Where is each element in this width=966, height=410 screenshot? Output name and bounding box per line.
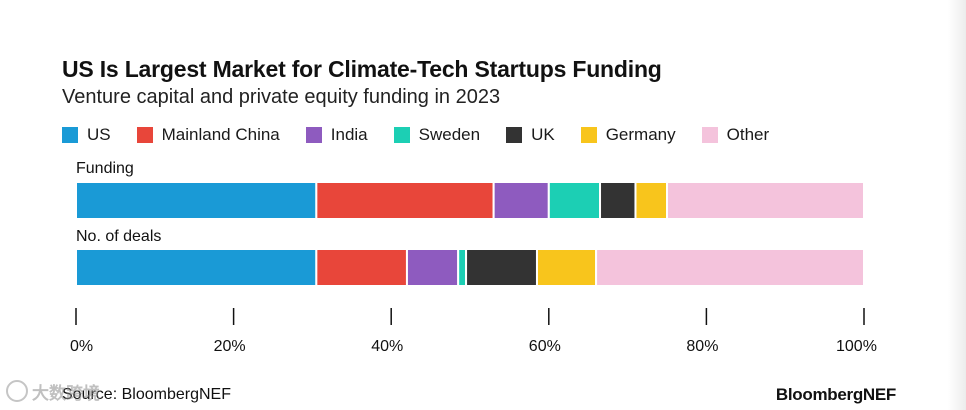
row-label-funding: Funding bbox=[76, 160, 134, 177]
source-note: Source: BloombergNEF bbox=[62, 386, 231, 403]
x-tick-label: 0% bbox=[70, 338, 93, 355]
page-edge-shadow bbox=[948, 0, 966, 410]
legend-swatch bbox=[506, 127, 523, 143]
legend-item-other: Other bbox=[701, 125, 770, 145]
chart-title: US Is Largest Market for Climate-Tech St… bbox=[62, 56, 662, 82]
x-tick-label: 40% bbox=[371, 338, 403, 355]
legend-swatch bbox=[305, 127, 322, 143]
legend-swatch bbox=[580, 127, 597, 143]
legend-item-uk: UK bbox=[506, 125, 555, 145]
bar-no-of-deals-us bbox=[75, 248, 318, 287]
chart-legend: US Mainland China India Sweden UK Germany Othe… bbox=[62, 124, 795, 146]
bar-funding-uk bbox=[599, 181, 637, 220]
bar-funding-mainland-china bbox=[315, 181, 495, 220]
bar-funding-other bbox=[666, 181, 865, 220]
bar-no-of-deals-mainland-china bbox=[315, 248, 408, 287]
legend-label: Mainland China bbox=[161, 125, 280, 144]
x-tick-label: 100% bbox=[836, 338, 877, 355]
watermark: 大数跨境 bbox=[0, 376, 150, 406]
x-tick-label: 60% bbox=[529, 338, 561, 355]
legend-label: Germany bbox=[605, 125, 676, 144]
legend-label: Sweden bbox=[418, 125, 481, 144]
bar-funding-germany bbox=[634, 181, 668, 220]
watermark-icon bbox=[6, 380, 28, 402]
bar-no-of-deals-india bbox=[405, 248, 460, 287]
legend-label: UK bbox=[531, 125, 555, 144]
watermark-text: 大数跨境 bbox=[32, 383, 100, 403]
legend-label: India bbox=[330, 125, 368, 144]
legend-swatch bbox=[62, 127, 78, 143]
bar-funding-us bbox=[75, 181, 318, 220]
chart-subtitle: Venture capital and private equity fundi… bbox=[62, 86, 501, 108]
legend-swatch bbox=[701, 127, 718, 143]
bar-funding-india bbox=[492, 181, 550, 220]
row-label-deals: No. of deals bbox=[76, 228, 162, 245]
bar-no-of-deals-germany bbox=[535, 248, 598, 287]
legend-label: Other bbox=[726, 125, 770, 144]
x-tick-label: 80% bbox=[686, 338, 718, 355]
legend-item-us: US bbox=[62, 125, 111, 145]
bar-no-of-deals-sweden bbox=[457, 248, 468, 287]
bar-no-of-deals-uk bbox=[465, 248, 538, 287]
legend-swatch bbox=[393, 127, 410, 143]
legend-item-mainland-china: Mainland China bbox=[136, 125, 280, 145]
legend-item-germany: Germany bbox=[580, 125, 676, 145]
legend-item-india: India bbox=[305, 125, 368, 145]
legend-item-sweden: Sweden bbox=[393, 125, 481, 145]
legend-label: US bbox=[87, 125, 111, 144]
brand-logo: BloombergNEF bbox=[775, 385, 896, 404]
bar-no-of-deals-other bbox=[595, 248, 866, 287]
x-tick-label: 20% bbox=[214, 338, 246, 355]
bar-funding-sweden bbox=[547, 181, 602, 220]
legend-swatch bbox=[136, 127, 153, 143]
